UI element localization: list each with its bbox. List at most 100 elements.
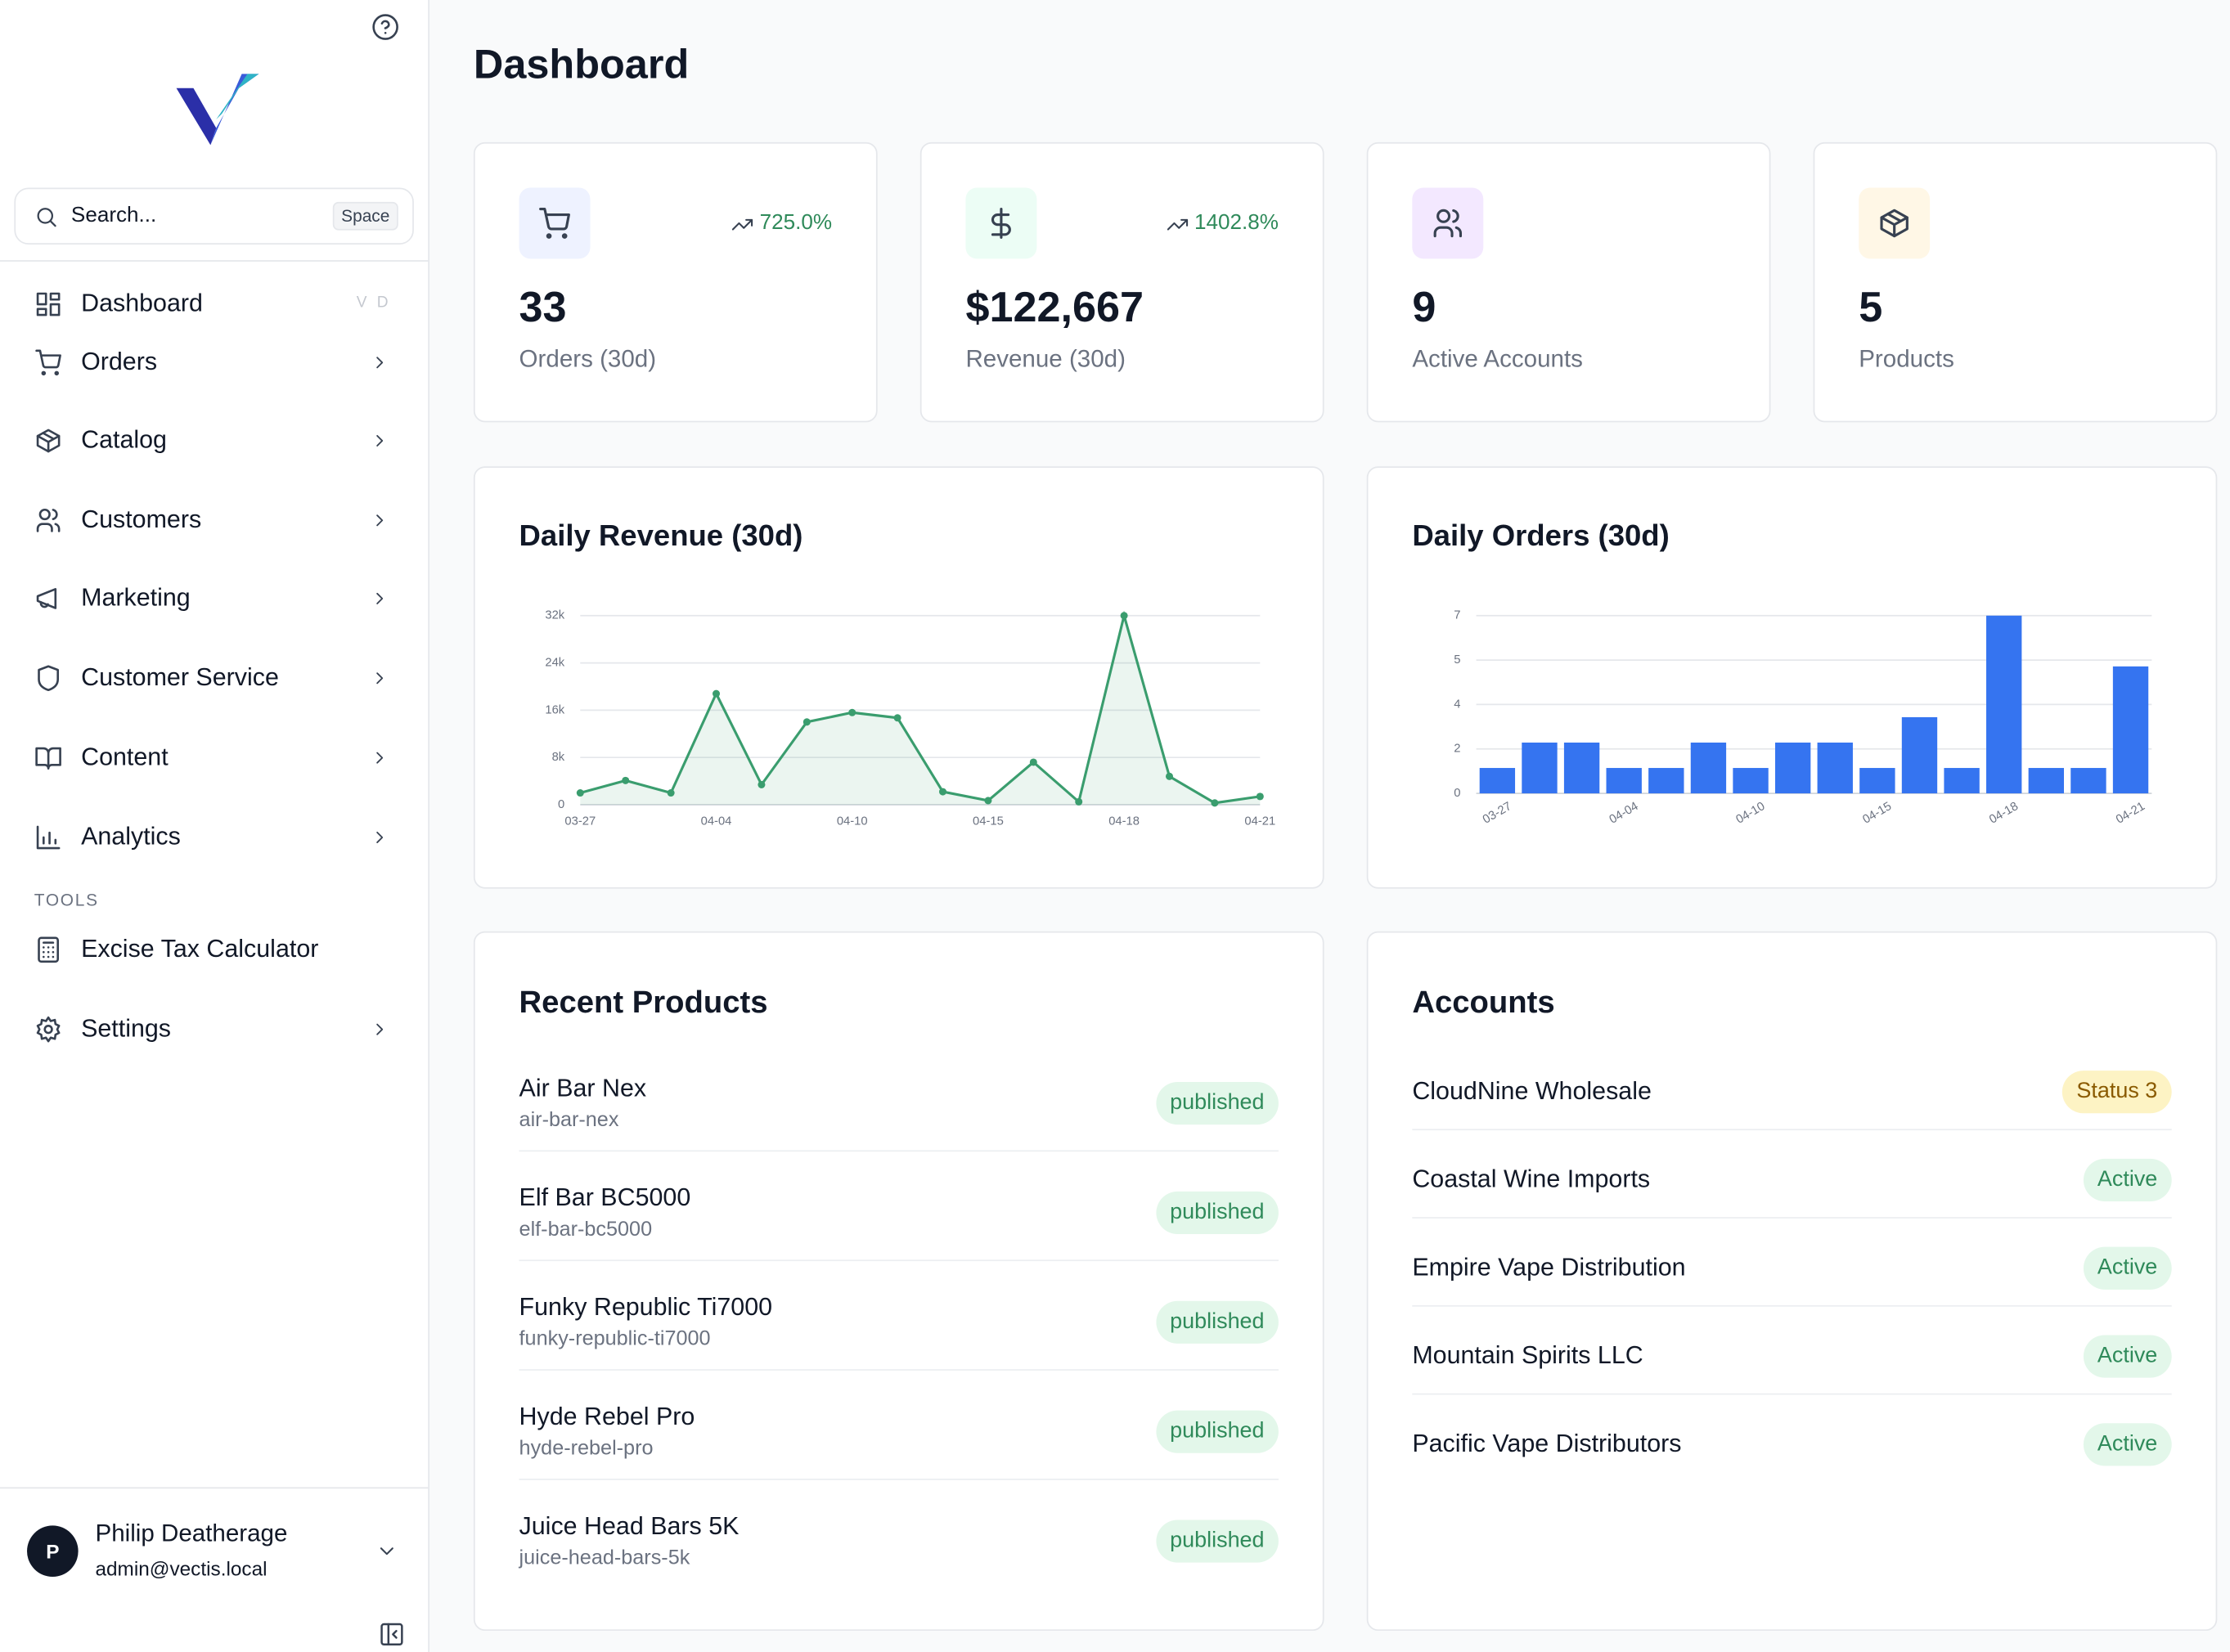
y-tick-label: 4	[1454, 698, 1460, 711]
bar	[1690, 742, 1727, 794]
x-tick-label: 03-27	[1481, 800, 1514, 827]
search-icon	[37, 208, 56, 227]
bar	[1944, 768, 1980, 794]
stat-trend: 1402.8%	[1166, 210, 1279, 235]
recent_products-card: Recent Products Air Bar Nex air-bar-nex pub…	[473, 931, 1324, 1632]
bar	[1479, 768, 1516, 794]
row-name[interactable]: Mountain Spirits LLC	[1412, 1340, 1643, 1370]
row-divider	[519, 1150, 1279, 1152]
nav-chevron	[376, 592, 384, 604]
nav-item[interactable]: Settings	[81, 1013, 172, 1043]
point	[1075, 797, 1083, 806]
row-divider	[1412, 1217, 2172, 1219]
nav-item[interactable]: Content	[81, 742, 169, 771]
row-slug: funky-republic-ti7000	[519, 1327, 711, 1351]
stat-card: 5 Products	[1813, 141, 2218, 423]
nav-chevron	[376, 1023, 384, 1035]
x-tick-label: 04-15	[1860, 800, 1894, 827]
nav-item[interactable]: Catalog	[81, 424, 167, 454]
x-tick-label: 04-10	[837, 815, 868, 828]
point	[712, 689, 721, 698]
avatar[interactable]: P	[27, 1525, 79, 1577]
nav-item[interactable]: Dashboard	[81, 288, 203, 317]
bar	[1859, 768, 1895, 794]
row-divider	[519, 1259, 1279, 1262]
nav-item[interactable]: Marketing	[81, 582, 191, 612]
row-divider	[1412, 1393, 2172, 1395]
bar	[1817, 742, 1853, 794]
nav-icon	[38, 936, 60, 963]
row-name[interactable]: Air Bar Nex	[519, 1073, 647, 1102]
help-icon[interactable]	[371, 13, 400, 42]
x-tick-label: 04-10	[1734, 800, 1768, 827]
point	[758, 780, 766, 788]
stat-card: 1402.8% $122,667 Revenue (30d)	[919, 141, 1324, 423]
search-box[interactable]: Search... Space	[14, 187, 414, 245]
nav-chevron	[376, 357, 384, 369]
line	[579, 610, 1261, 805]
nav-icon	[35, 747, 61, 770]
user-email: admin@vectis.local	[95, 1556, 268, 1580]
nav-icon	[36, 508, 61, 532]
nav-item[interactable]: Excise Tax Calculator	[81, 934, 319, 963]
stat-card: 725.0% 33 Orders (30d)	[473, 141, 878, 423]
x-tick-label: 04-21	[2114, 800, 2147, 827]
bar	[2028, 768, 2064, 794]
row-name[interactable]: Hyde Rebel Pro	[519, 1402, 695, 1430]
y-tick-label: 24k	[545, 656, 564, 669]
stat-label: Orders (30d)	[519, 345, 657, 373]
nav-item[interactable]: Orders	[81, 347, 158, 375]
bar	[1986, 615, 2022, 794]
nav-item[interactable]: Customers	[81, 505, 202, 533]
stat-card: 9 Active Accounts	[1366, 141, 1771, 423]
point	[1029, 758, 1037, 766]
nav-item[interactable]: Customer Service	[81, 662, 279, 691]
row-slug: juice-head-bars-5k	[519, 1547, 690, 1570]
status-badge: Active	[2083, 1246, 2172, 1290]
point	[1211, 799, 1219, 807]
x-tick-label: 04-04	[701, 815, 732, 828]
bar	[1733, 768, 1769, 794]
status-badge: published	[1155, 1191, 1279, 1235]
chart-card: Daily Orders (30d) 0 2 4 5 7 03-27 04-04 04-10 04…	[1366, 466, 2218, 889]
row-name[interactable]: Pacific Vape Distributors	[1412, 1429, 1682, 1457]
divider	[0, 1487, 429, 1489]
status-badge: published	[1155, 1520, 1279, 1563]
user-menu-chevron[interactable]	[375, 1540, 398, 1563]
chart-card: Daily Revenue (30d) 0 8k 16k 24k 32k 03-27 04-0…	[473, 466, 1324, 889]
point	[938, 788, 947, 796]
chart-title: Daily Orders (30d)	[1412, 518, 1669, 552]
point	[984, 797, 992, 805]
row-name[interactable]: Juice Head Bars 5K	[519, 1511, 740, 1540]
nav-item[interactable]: Analytics	[81, 821, 181, 851]
row-name[interactable]: Funky Republic Ti7000	[519, 1292, 773, 1322]
row-name[interactable]: Coastal Wine Imports	[1412, 1164, 1651, 1193]
bar	[2112, 666, 2149, 794]
y-tick-label: 32k	[545, 609, 564, 622]
bar	[1606, 768, 1642, 794]
row-name[interactable]: Empire Vape Distribution	[1412, 1252, 1686, 1282]
divider	[0, 260, 429, 262]
row-name[interactable]: Elf Bar BC5000	[519, 1183, 691, 1212]
nav-icon	[36, 429, 61, 453]
stat-value: 5	[1859, 284, 1883, 332]
status-badge: published	[1155, 1081, 1279, 1125]
y-tick-label: 0	[558, 798, 564, 811]
stat-trend: 725.0%	[731, 210, 832, 235]
status-badge: Active	[2083, 1158, 2172, 1202]
point	[622, 776, 630, 784]
stat-value: 33	[519, 284, 567, 332]
stat-icon-glyph	[1880, 209, 1909, 238]
point	[667, 789, 675, 797]
row-divider	[1412, 1304, 2172, 1307]
nav-chevron	[376, 434, 384, 447]
x-tick-label: 04-04	[1607, 800, 1641, 827]
bar	[1648, 768, 1684, 794]
sidebar: Search... Space TOOLS P Philip Deatherag…	[0, 0, 430, 1652]
collapse-sidebar[interactable]	[378, 1621, 405, 1648]
stat-icon-glyph	[1433, 209, 1463, 238]
row-name[interactable]: CloudNine Wholesale	[1412, 1076, 1652, 1105]
trend-icon	[1167, 218, 1188, 231]
x-tick-label: 04-18	[1108, 815, 1140, 828]
